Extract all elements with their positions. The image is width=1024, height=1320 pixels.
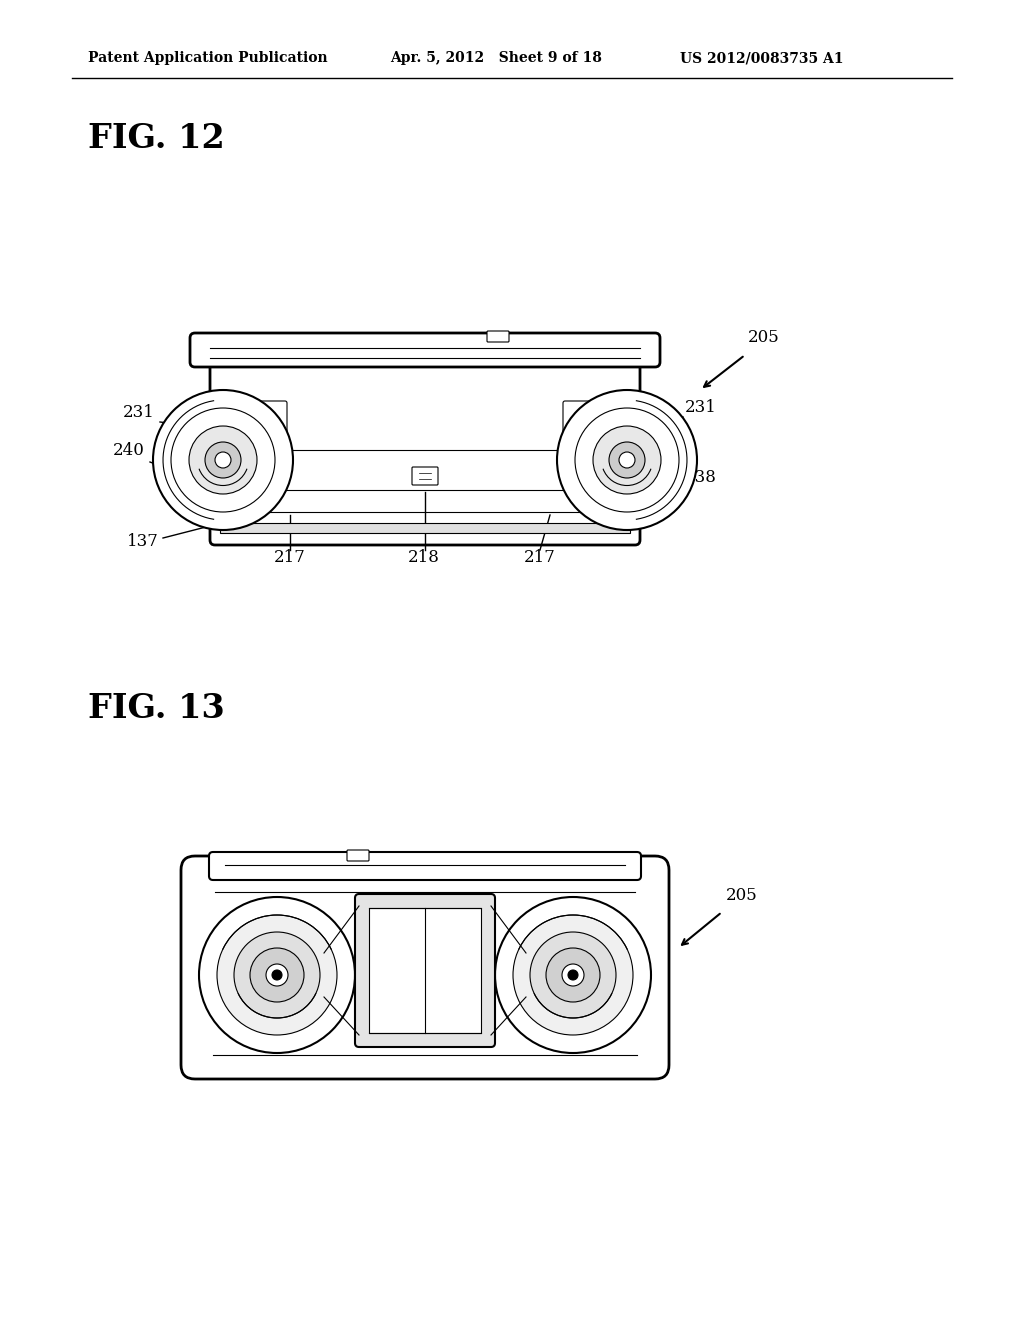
Circle shape bbox=[199, 898, 355, 1053]
FancyBboxPatch shape bbox=[347, 850, 369, 861]
Circle shape bbox=[575, 408, 679, 512]
Bar bbox=[369, 908, 481, 1034]
Circle shape bbox=[557, 389, 697, 531]
Circle shape bbox=[266, 964, 288, 986]
Circle shape bbox=[530, 932, 616, 1018]
Circle shape bbox=[250, 948, 304, 1002]
Bar bbox=[220, 523, 630, 533]
Circle shape bbox=[562, 964, 584, 986]
Circle shape bbox=[217, 915, 337, 1035]
Text: US 2012/0083735 A1: US 2012/0083735 A1 bbox=[680, 51, 844, 65]
Text: 218: 218 bbox=[408, 549, 440, 566]
Circle shape bbox=[495, 898, 651, 1053]
Circle shape bbox=[171, 408, 275, 512]
Text: 231: 231 bbox=[123, 404, 155, 421]
Circle shape bbox=[513, 915, 633, 1035]
FancyBboxPatch shape bbox=[355, 894, 495, 1047]
FancyBboxPatch shape bbox=[211, 401, 287, 467]
FancyBboxPatch shape bbox=[209, 851, 641, 880]
FancyBboxPatch shape bbox=[487, 331, 509, 342]
Circle shape bbox=[609, 442, 645, 478]
Text: 205: 205 bbox=[748, 329, 779, 346]
Text: FIG. 13: FIG. 13 bbox=[88, 692, 224, 725]
Text: 231: 231 bbox=[685, 399, 717, 416]
Circle shape bbox=[215, 451, 231, 469]
Text: FIG. 12: FIG. 12 bbox=[88, 121, 224, 154]
FancyBboxPatch shape bbox=[563, 401, 639, 467]
FancyBboxPatch shape bbox=[412, 467, 438, 484]
Text: 138: 138 bbox=[685, 469, 717, 486]
Circle shape bbox=[153, 389, 293, 531]
Text: Apr. 5, 2012   Sheet 9 of 18: Apr. 5, 2012 Sheet 9 of 18 bbox=[390, 51, 602, 65]
Text: 240: 240 bbox=[113, 442, 144, 459]
Circle shape bbox=[593, 426, 662, 494]
FancyBboxPatch shape bbox=[190, 333, 660, 367]
Circle shape bbox=[205, 442, 241, 478]
Circle shape bbox=[189, 426, 257, 494]
Circle shape bbox=[546, 948, 600, 1002]
Circle shape bbox=[618, 451, 635, 469]
Text: 205: 205 bbox=[726, 887, 758, 904]
Text: Patent Application Publication: Patent Application Publication bbox=[88, 51, 328, 65]
Circle shape bbox=[234, 932, 319, 1018]
FancyBboxPatch shape bbox=[210, 355, 640, 545]
Circle shape bbox=[272, 970, 282, 979]
Text: 217: 217 bbox=[524, 549, 556, 566]
FancyBboxPatch shape bbox=[181, 855, 669, 1078]
Text: 217: 217 bbox=[274, 549, 306, 566]
Circle shape bbox=[568, 970, 578, 979]
Text: 137: 137 bbox=[127, 533, 159, 550]
